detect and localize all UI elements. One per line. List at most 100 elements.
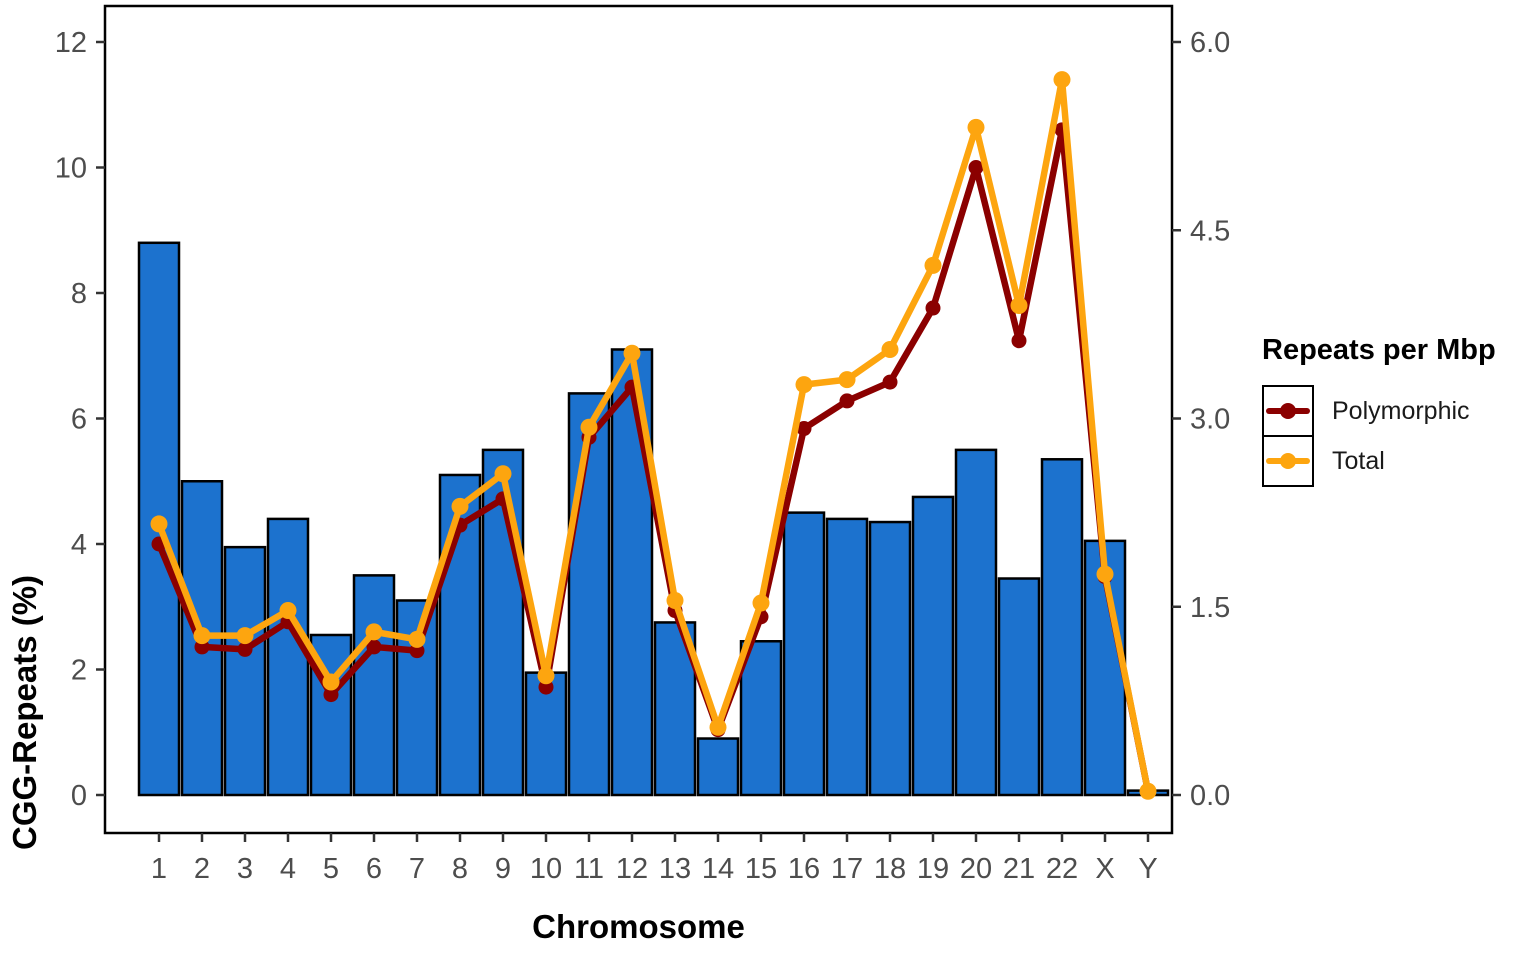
data-point — [967, 118, 985, 136]
data-point — [1139, 782, 1157, 800]
legend-label: Polymorphic — [1332, 396, 1470, 425]
data-point — [580, 418, 598, 436]
data-point — [796, 421, 812, 437]
right-tick-label: 6.0 — [1190, 27, 1230, 59]
legend: Repeats per Mbp Polymorphic Total — [1262, 334, 1534, 487]
data-point — [1010, 297, 1028, 315]
x-tick-label: 4 — [280, 853, 296, 885]
data-point — [323, 687, 339, 703]
data-point — [237, 641, 253, 657]
x-tick-label: Y — [1138, 853, 1157, 885]
x-tick-label: 7 — [409, 853, 425, 885]
x-tick-label: 9 — [495, 853, 511, 885]
bar — [782, 511, 826, 797]
data-point — [839, 393, 855, 409]
data-point — [494, 465, 512, 483]
data-point — [795, 376, 813, 394]
bar — [223, 545, 267, 797]
x-tick-label: 22 — [1046, 853, 1078, 885]
data-point — [752, 594, 770, 612]
x-tick-label: 6 — [366, 853, 382, 885]
x-tick-label: 8 — [452, 853, 468, 885]
x-tick-label: 13 — [659, 853, 691, 885]
left-tick-label: 12 — [55, 27, 87, 59]
legend-item-total: Total — [1262, 434, 1534, 487]
bar — [653, 621, 697, 797]
left-tick-label: 4 — [71, 529, 87, 561]
x-tick-label: 14 — [702, 853, 734, 885]
y-axis-title: CGG-Repeats (%) — [6, 574, 43, 850]
right-tick-label: 3.0 — [1190, 404, 1230, 436]
x-tick-label: 12 — [616, 853, 648, 885]
line-total — [155, 76, 1152, 795]
total-line-icon — [1266, 452, 1310, 469]
x-tick-label: 5 — [323, 853, 339, 885]
data-point — [236, 627, 254, 645]
left-tick-label: 8 — [71, 278, 87, 310]
data-point — [623, 344, 641, 362]
data-point — [1096, 565, 1114, 583]
data-point — [408, 630, 426, 648]
data-point — [838, 371, 856, 389]
data-point — [1053, 71, 1071, 89]
bar — [1040, 458, 1084, 797]
line-series-group — [150, 71, 1157, 800]
right-tick-label: 4.5 — [1190, 215, 1230, 247]
left-tick-label: 10 — [55, 153, 87, 185]
data-point — [193, 627, 211, 645]
polymorphic-line-icon — [1266, 403, 1310, 419]
x-tick-label: 21 — [1003, 853, 1035, 885]
data-point — [1011, 333, 1027, 349]
bar — [567, 392, 611, 797]
x-tick-label: 20 — [960, 853, 992, 885]
x-tick-label: 17 — [831, 853, 863, 885]
bar — [954, 448, 998, 797]
data-point — [279, 602, 297, 620]
data-point — [924, 256, 942, 274]
bar — [266, 517, 310, 797]
data-point — [537, 667, 555, 685]
data-point — [365, 623, 383, 641]
bar — [868, 520, 912, 797]
left-tick-label: 2 — [71, 655, 87, 687]
x-tick-label: 10 — [530, 853, 562, 885]
data-point — [882, 374, 898, 390]
data-point — [925, 300, 941, 316]
data-point — [666, 591, 684, 609]
x-tick-label: X — [1095, 853, 1114, 885]
data-point — [366, 639, 382, 655]
legend-key-box — [1262, 385, 1314, 437]
right-tick-label: 0.0 — [1190, 780, 1230, 812]
bar-series-group — [137, 241, 1170, 797]
legend-item-polymorphic: Polymorphic — [1262, 385, 1534, 437]
x-tick-label: 1 — [151, 853, 167, 885]
data-point — [709, 718, 727, 736]
x-tick-label: 2 — [194, 853, 210, 885]
data-point — [150, 515, 168, 533]
data-point — [881, 340, 899, 358]
x-tick-label: 19 — [917, 853, 949, 885]
x-tick-label: 3 — [237, 853, 253, 885]
left-tick-label: 0 — [71, 780, 87, 812]
legend-key-box — [1262, 434, 1314, 487]
bar — [739, 640, 783, 797]
x-tick-label: 11 — [574, 853, 604, 885]
bar — [696, 737, 740, 797]
x-tick-label: 15 — [745, 853, 777, 885]
bar — [997, 577, 1041, 797]
legend-label: Total — [1332, 447, 1385, 476]
data-point — [451, 497, 469, 515]
data-point — [322, 673, 340, 691]
left-tick-label: 6 — [71, 404, 87, 436]
bar — [610, 348, 654, 797]
right-tick-label: 1.5 — [1190, 592, 1230, 624]
x-tick-label: 16 — [788, 853, 820, 885]
data-point — [968, 160, 984, 175]
legend-title: Repeats per Mbp — [1262, 334, 1496, 366]
x-tick-label: 18 — [874, 853, 906, 885]
bar — [911, 495, 955, 797]
bar — [825, 517, 869, 797]
